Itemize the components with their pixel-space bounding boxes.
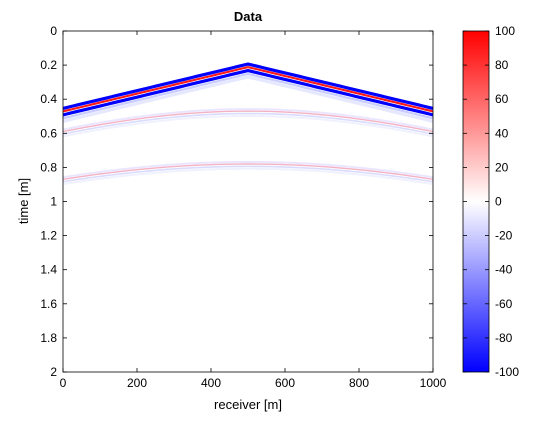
event-trace <box>63 114 433 138</box>
colorbar-tick-label: 20 <box>495 160 509 174</box>
colorbar-tick-label: -20 <box>495 229 513 243</box>
event-reflection-1 <box>63 108 433 138</box>
colorbar-ticks: 100 80 60 40 20 0 -20 -40 -60 -80 -100 <box>463 24 519 379</box>
y-tick-label: 0.6 <box>40 126 57 140</box>
event-trace <box>63 68 433 117</box>
x-tick-label: 600 <box>275 376 295 390</box>
y-tick-label: 0.8 <box>40 160 57 174</box>
event-trace <box>63 165 433 183</box>
event-trace <box>63 68 433 114</box>
colorbar-tick-label: -100 <box>495 365 519 379</box>
x-tick-label: 200 <box>127 376 147 390</box>
event-trace <box>63 163 433 181</box>
colorbar-tick-label: -60 <box>495 297 513 311</box>
x-tick-label: 1000 <box>420 376 447 390</box>
x-ticks: 0 200 400 600 800 1000 <box>60 31 447 390</box>
plot-area <box>63 31 433 372</box>
events-layer <box>63 62 433 186</box>
y-tick-label: 2 <box>50 365 57 379</box>
colorbar-tick-label: -40 <box>495 263 513 277</box>
event-trace <box>63 112 433 135</box>
x-tick-label: 0 <box>60 376 67 390</box>
y-tick-label: 0.2 <box>40 58 57 72</box>
y-tick-label: 1.6 <box>40 297 57 311</box>
x-tick-label: 800 <box>349 376 369 390</box>
y-tick-label: 1 <box>50 195 57 209</box>
event-trace <box>63 108 433 131</box>
x-axis-label: receiver [m] <box>214 397 282 412</box>
event-trace <box>63 62 433 110</box>
y-axis-label: time [m] <box>16 178 31 224</box>
y-tick-label: 0.4 <box>40 92 57 106</box>
colorbar-tick-label: 0 <box>495 195 502 209</box>
event-trace <box>63 66 433 113</box>
colorbar-tick-label: 80 <box>495 58 509 72</box>
event-reflection-2 <box>63 160 433 186</box>
y-tick-label: 1.2 <box>40 229 57 243</box>
event-direct <box>63 62 433 123</box>
colorbar-tick-label: 100 <box>495 24 515 38</box>
chart-title: Data <box>234 9 263 24</box>
y-tick-label: 1.4 <box>40 263 57 277</box>
event-trace <box>63 110 433 133</box>
y-tick-label: 1.8 <box>40 331 57 345</box>
colorbar <box>462 30 490 373</box>
y-tick-label: 0 <box>50 24 57 38</box>
event-trace <box>63 72 433 120</box>
colorbar-tick-label: 40 <box>495 126 509 140</box>
colorbar-tick-label: 60 <box>495 92 509 106</box>
colorbar-tick-label: -80 <box>495 331 513 345</box>
x-tick-label: 400 <box>201 376 221 390</box>
event-trace <box>63 160 433 179</box>
event-trace <box>63 75 433 123</box>
event-trace <box>63 167 433 186</box>
y-ticks: 0 0.2 0.4 0.6 0.8 1 1.2 1.4 1.6 1.8 2 <box>40 24 433 379</box>
